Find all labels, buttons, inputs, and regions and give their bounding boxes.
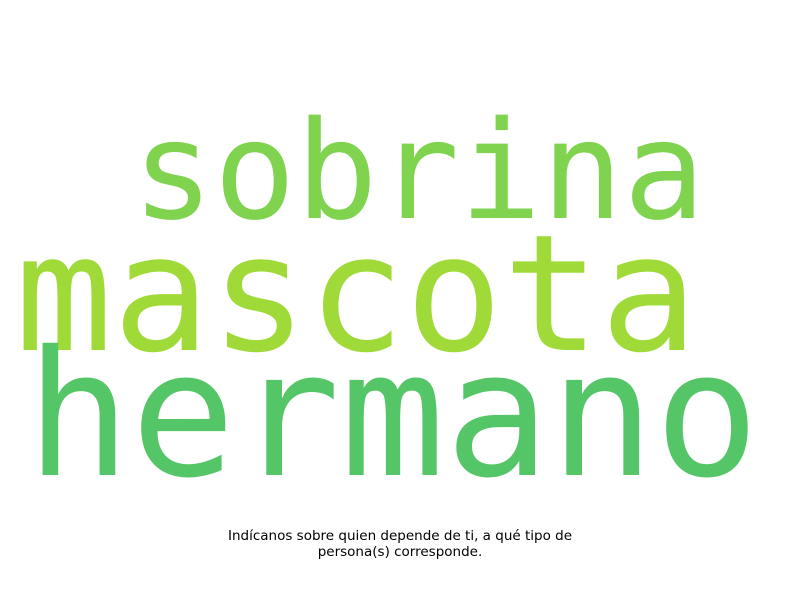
- word-sobrina: sobrina: [132, 93, 706, 251]
- figure-caption: Indícanos sobre quien depende de ti, a q…: [200, 528, 600, 560]
- caption-line-1: Indícanos sobre quien depende de ti, a q…: [227, 528, 573, 544]
- word-mascota: mascota: [15, 201, 698, 389]
- caption-line-2: persona(s) corresponde.: [317, 544, 483, 560]
- word-hermano: hermano: [26, 314, 760, 517]
